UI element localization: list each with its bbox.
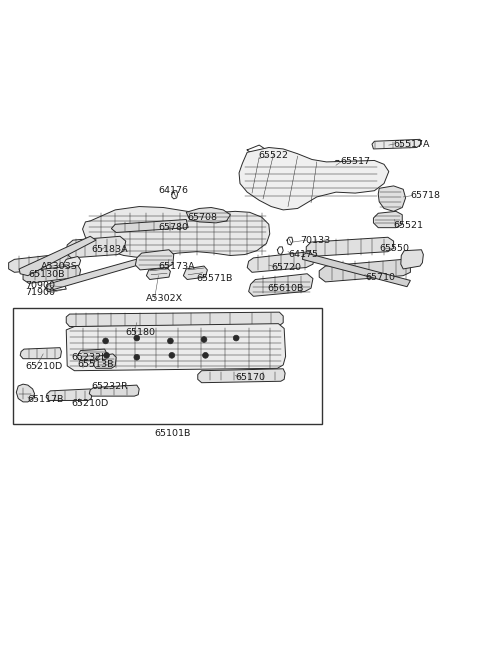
Polygon shape	[19, 236, 96, 276]
Polygon shape	[63, 257, 81, 267]
Text: 65513B: 65513B	[78, 360, 114, 369]
Circle shape	[134, 354, 140, 360]
Text: 65210D: 65210D	[71, 399, 108, 408]
Polygon shape	[77, 349, 107, 360]
Text: 65521: 65521	[394, 221, 423, 231]
Polygon shape	[46, 255, 155, 290]
Text: 65720: 65720	[271, 263, 301, 272]
Circle shape	[134, 335, 140, 341]
Polygon shape	[319, 259, 410, 282]
Polygon shape	[372, 140, 421, 149]
Text: 70900: 70900	[25, 281, 55, 290]
Polygon shape	[186, 208, 230, 223]
Text: 65232R: 65232R	[91, 382, 128, 390]
Polygon shape	[111, 219, 188, 233]
Text: 64176: 64176	[158, 186, 188, 195]
Polygon shape	[378, 186, 406, 212]
Text: A5303S: A5303S	[41, 261, 78, 271]
Polygon shape	[249, 274, 313, 296]
Polygon shape	[239, 147, 389, 210]
Text: 65571B: 65571B	[197, 274, 233, 283]
Circle shape	[104, 352, 109, 358]
Text: 70133: 70133	[300, 236, 330, 244]
Text: 65170: 65170	[235, 373, 265, 383]
Text: 65517: 65517	[341, 157, 371, 166]
Circle shape	[168, 338, 173, 344]
Text: 65718: 65718	[410, 191, 441, 200]
Text: 65550: 65550	[379, 244, 409, 253]
Text: 65101B: 65101B	[155, 428, 191, 438]
Polygon shape	[401, 250, 423, 269]
Text: 65183A: 65183A	[91, 245, 128, 254]
Text: A5302X: A5302X	[146, 294, 183, 303]
Polygon shape	[66, 324, 286, 371]
Text: 65232L: 65232L	[71, 353, 107, 362]
Polygon shape	[66, 236, 126, 258]
Polygon shape	[20, 348, 61, 359]
Text: 65117B: 65117B	[28, 395, 64, 404]
Text: 65517A: 65517A	[394, 140, 430, 149]
Text: 65180: 65180	[126, 328, 156, 337]
Bar	[13, 309, 322, 424]
Polygon shape	[66, 312, 283, 327]
Polygon shape	[306, 237, 394, 257]
Text: 65710: 65710	[366, 272, 396, 282]
Polygon shape	[302, 253, 410, 287]
Polygon shape	[46, 389, 92, 400]
Text: 65780: 65780	[158, 223, 188, 232]
Polygon shape	[94, 354, 116, 368]
Polygon shape	[23, 265, 81, 284]
Text: 71900: 71900	[25, 288, 55, 297]
Polygon shape	[146, 267, 170, 280]
Text: 65610B: 65610B	[268, 284, 304, 293]
Polygon shape	[373, 212, 402, 228]
Text: 65522: 65522	[258, 151, 288, 160]
Circle shape	[203, 352, 208, 358]
Text: 65173A: 65173A	[158, 261, 195, 271]
Text: 65130B: 65130B	[29, 271, 65, 279]
Polygon shape	[183, 266, 207, 280]
Circle shape	[233, 335, 239, 341]
Polygon shape	[135, 250, 174, 270]
Polygon shape	[89, 385, 139, 396]
Text: 64175: 64175	[288, 250, 318, 259]
Circle shape	[103, 338, 108, 344]
Circle shape	[169, 352, 175, 358]
Circle shape	[201, 337, 207, 343]
Polygon shape	[247, 252, 314, 272]
Polygon shape	[16, 384, 35, 402]
Text: 65708: 65708	[187, 213, 217, 221]
Polygon shape	[198, 369, 285, 383]
Polygon shape	[83, 206, 270, 258]
Text: 65210D: 65210D	[25, 362, 62, 371]
Polygon shape	[9, 253, 76, 272]
